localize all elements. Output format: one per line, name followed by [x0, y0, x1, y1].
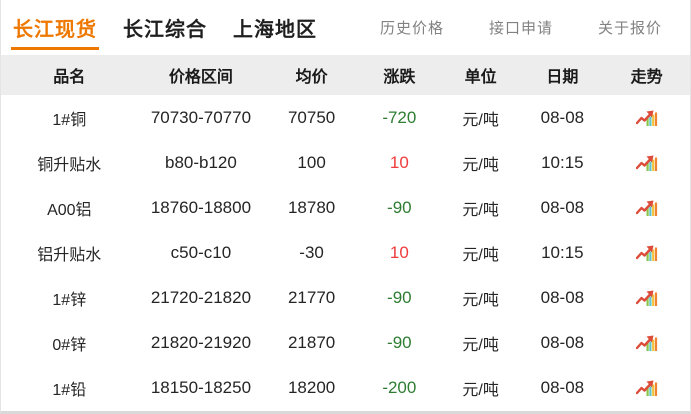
table-row: 铜升贴水 b80-b120 100 10 元/吨 10:15	[1, 140, 690, 186]
price-range: 70730-70770	[150, 107, 252, 127]
price-unit: 元/吨	[462, 201, 499, 219]
price-unit: 元/吨	[462, 156, 499, 174]
average-price: 21870	[287, 333, 336, 353]
column-header-unit: 单位	[464, 69, 497, 86]
column-header-date: 日期	[546, 69, 579, 86]
price-change: 10	[389, 242, 409, 262]
table-row: 1#铜 70730-70770 70750 -720 元/吨 08-08	[1, 95, 690, 141]
table-row: 1#锌 21720-21820 21770 -90 元/吨 08-08	[1, 275, 690, 321]
trend-chart-icon[interactable]	[635, 245, 658, 262]
average-price: 70750	[287, 107, 336, 127]
average-price: -30	[299, 242, 324, 262]
column-header-change: 涨跌	[383, 69, 416, 86]
price-range: 18760-18800	[150, 197, 252, 217]
tab-shanghai-region[interactable]: 上海地区	[233, 19, 317, 41]
quote-date: 08-08	[540, 288, 585, 308]
table-header-row: 品名 价格区间 均价 涨跌 单位 日期 走势	[1, 55, 690, 95]
price-unit: 元/吨	[462, 292, 499, 310]
table-row: 1#铅 18150-18250 18200 -200 元/吨 08-08	[1, 365, 690, 411]
link-about-quotes[interactable]: 关于报价	[597, 20, 662, 37]
price-change: -90	[387, 333, 412, 353]
product-name: 0#锌	[52, 337, 87, 355]
price-unit: 元/吨	[462, 382, 499, 400]
price-range: 21820-21920	[150, 333, 252, 353]
table-row: A00铝 18760-18800 18780 -90 元/吨 08-08	[1, 185, 690, 231]
price-change: -90	[387, 288, 412, 308]
trend-chart-icon[interactable]	[635, 380, 658, 397]
link-api-request[interactable]: 接口申请	[488, 20, 553, 37]
column-header-average: 均价	[295, 69, 328, 86]
trend-cell	[603, 108, 690, 128]
trend-cell	[603, 333, 690, 353]
price-unit: 元/吨	[462, 111, 499, 129]
product-name: 铜升贴水	[37, 156, 102, 174]
price-change: -200	[382, 378, 417, 398]
trend-cell	[603, 243, 690, 263]
trend-chart-icon[interactable]	[635, 155, 658, 172]
table-row: 铝升贴水 c50-c10 -30 10 元/吨 10:15	[1, 230, 690, 276]
nav-links: 历史价格 接口申请 关于报价	[380, 17, 662, 38]
trend-chart-icon[interactable]	[635, 290, 658, 307]
average-price: 18200	[287, 378, 336, 398]
average-price: 21770	[287, 288, 336, 308]
quote-date: 08-08	[540, 197, 585, 217]
quote-date: 08-08	[540, 333, 585, 353]
average-price: 100	[297, 152, 326, 172]
tab-changjiang-spot[interactable]: 长江现货	[11, 0, 99, 55]
column-header-product: 品名	[53, 69, 86, 86]
product-name: 铝升贴水	[37, 246, 102, 264]
trend-cell	[603, 198, 690, 218]
trend-chart-icon[interactable]	[635, 110, 658, 127]
product-name: 1#铜	[52, 111, 87, 129]
price-range: 21720-21820	[150, 288, 252, 308]
price-range: 18150-18250	[150, 378, 252, 398]
price-change: -90	[387, 197, 412, 217]
price-range: c50-c10	[170, 242, 232, 262]
quote-date: 10:15	[541, 242, 584, 262]
column-header-range: 价格区间	[168, 69, 233, 86]
product-name: 1#铅	[52, 382, 87, 400]
trend-cell	[603, 378, 690, 398]
tab-changjiang-composite[interactable]: 长江综合	[123, 19, 207, 41]
product-name: A00铝	[47, 201, 92, 219]
trend-chart-icon[interactable]	[635, 200, 658, 217]
quote-date: 10:15	[541, 152, 584, 172]
trend-cell	[603, 288, 690, 308]
price-change: 10	[389, 152, 409, 172]
price-range: b80-b120	[165, 152, 237, 172]
quote-date: 08-08	[540, 378, 585, 398]
price-unit: 元/吨	[462, 246, 499, 264]
quote-date: 08-08	[540, 107, 585, 127]
link-history-prices[interactable]: 历史价格	[379, 20, 444, 37]
price-table: 品名 价格区间 均价 涨跌 单位 日期 走势 1#铜 70730-70770 7…	[1, 55, 690, 411]
market-tabs: 长江现货 长江综合 上海地区	[11, 0, 319, 55]
price-unit: 元/吨	[462, 337, 499, 355]
trend-chart-icon[interactable]	[635, 335, 658, 352]
price-change: -720	[382, 107, 417, 127]
table-row: 0#锌 21820-21920 21870 -90 元/吨 08-08	[1, 320, 690, 366]
column-header-trend: 走势	[630, 69, 663, 86]
top-navigation: 长江现货 长江综合 上海地区 历史价格 接口申请 关于报价	[1, 0, 690, 55]
table-body: 1#铜 70730-70770 70750 -720 元/吨 08-08 铜升贴…	[1, 95, 690, 411]
trend-cell	[603, 153, 690, 173]
average-price: 18780	[287, 197, 336, 217]
product-name: 1#锌	[52, 292, 87, 310]
